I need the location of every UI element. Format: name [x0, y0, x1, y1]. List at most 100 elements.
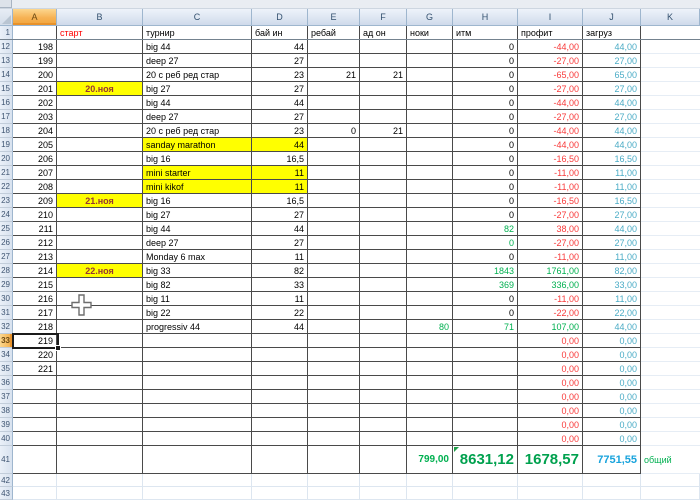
cell-d13[interactable]: 27: [252, 54, 308, 68]
cell-d33[interactable]: [252, 334, 308, 348]
row-header-40[interactable]: 40: [0, 432, 13, 446]
cell-k43[interactable]: [641, 487, 700, 500]
cell-h22[interactable]: 0: [453, 180, 518, 194]
cell-j36[interactable]: 0,00: [583, 376, 641, 390]
cell-d19[interactable]: 44: [252, 138, 308, 152]
cell-c30[interactable]: big 11: [143, 292, 252, 306]
cell-g15[interactable]: [407, 82, 453, 96]
cell-e29[interactable]: [308, 278, 360, 292]
cell-k34[interactable]: [641, 348, 700, 362]
cell-b37[interactable]: [57, 390, 143, 404]
cell-j19[interactable]: 44,00: [583, 138, 641, 152]
cell-j1[interactable]: загруз: [583, 26, 641, 40]
cell-e42[interactable]: [308, 474, 360, 487]
cell-b16[interactable]: [57, 96, 143, 110]
row-header-29[interactable]: 29: [0, 278, 13, 292]
cell-h38[interactable]: [453, 404, 518, 418]
cell-f1[interactable]: ад он: [360, 26, 407, 40]
cell-a17[interactable]: 203: [13, 110, 57, 124]
cell-f13[interactable]: [360, 54, 407, 68]
cell-f40[interactable]: [360, 432, 407, 446]
cell-b23[interactable]: 21.ноя: [57, 194, 143, 208]
cell-k13[interactable]: [641, 54, 700, 68]
cell-f25[interactable]: [360, 222, 407, 236]
cell-i30[interactable]: -11,00: [518, 292, 583, 306]
cell-k19[interactable]: [641, 138, 700, 152]
cell-h25[interactable]: 82: [453, 222, 518, 236]
cell-k36[interactable]: [641, 376, 700, 390]
cell-h40[interactable]: [453, 432, 518, 446]
cell-g38[interactable]: [407, 404, 453, 418]
cell-b29[interactable]: [57, 278, 143, 292]
cell-b18[interactable]: [57, 124, 143, 138]
column-header-e[interactable]: E: [308, 9, 360, 26]
cell-j28[interactable]: 82,00: [583, 264, 641, 278]
cell-c24[interactable]: big 27: [143, 208, 252, 222]
cell-f35[interactable]: [360, 362, 407, 376]
cell-h12[interactable]: 0: [453, 40, 518, 54]
column-header-a[interactable]: A: [13, 9, 57, 26]
row-header-32[interactable]: 32: [0, 320, 13, 334]
cell-i26[interactable]: -27,00: [518, 236, 583, 250]
cell-f34[interactable]: [360, 348, 407, 362]
cell-b33[interactable]: [57, 334, 143, 348]
cell-e31[interactable]: [308, 306, 360, 320]
cell-k12[interactable]: [641, 40, 700, 54]
cell-e20[interactable]: [308, 152, 360, 166]
row-header-43[interactable]: 43: [0, 487, 13, 500]
cell-k35[interactable]: [641, 362, 700, 376]
cell-a43[interactable]: [13, 487, 57, 500]
cell-i14[interactable]: -65,00: [518, 68, 583, 82]
cell-k37[interactable]: [641, 390, 700, 404]
cell-k28[interactable]: [641, 264, 700, 278]
cell-e33[interactable]: [308, 334, 360, 348]
cell-f42[interactable]: [360, 474, 407, 487]
cell-e1[interactable]: ребай: [308, 26, 360, 40]
cell-f31[interactable]: [360, 306, 407, 320]
column-header-d[interactable]: D: [252, 9, 308, 26]
cell-i16[interactable]: -44,00: [518, 96, 583, 110]
cell-f30[interactable]: [360, 292, 407, 306]
cell-f32[interactable]: [360, 320, 407, 334]
row-header-18[interactable]: 18: [0, 124, 13, 138]
cell-j17[interactable]: 27,00: [583, 110, 641, 124]
cell-c43[interactable]: [143, 487, 252, 500]
row-header-27[interactable]: 27: [0, 250, 13, 264]
cell-h13[interactable]: 0: [453, 54, 518, 68]
cell-c42[interactable]: [143, 474, 252, 487]
cell-g28[interactable]: [407, 264, 453, 278]
row-header-15[interactable]: 15: [0, 82, 13, 96]
cell-i25[interactable]: 38,00: [518, 222, 583, 236]
cell-b20[interactable]: [57, 152, 143, 166]
cell-g14[interactable]: [407, 68, 453, 82]
cell-e38[interactable]: [308, 404, 360, 418]
cell-a16[interactable]: 202: [13, 96, 57, 110]
cell-e14[interactable]: 21: [308, 68, 360, 82]
cell-a24[interactable]: 210: [13, 208, 57, 222]
cell-c28[interactable]: big 33: [143, 264, 252, 278]
cell-h43[interactable]: [453, 487, 518, 500]
cell-d15[interactable]: 27: [252, 82, 308, 96]
cell-e23[interactable]: [308, 194, 360, 208]
cell-c15[interactable]: big 27: [143, 82, 252, 96]
cell-g16[interactable]: [407, 96, 453, 110]
cell-c21[interactable]: mini starter: [143, 166, 252, 180]
cell-j20[interactable]: 16,50: [583, 152, 641, 166]
cell-j43[interactable]: [583, 487, 641, 500]
cell-h36[interactable]: [453, 376, 518, 390]
cell-k40[interactable]: [641, 432, 700, 446]
cell-d29[interactable]: 33: [252, 278, 308, 292]
row-header-41[interactable]: 41: [0, 446, 13, 474]
cell-c16[interactable]: big 44: [143, 96, 252, 110]
cell-h21[interactable]: 0: [453, 166, 518, 180]
cell-g42[interactable]: [407, 474, 453, 487]
cell-h17[interactable]: 0: [453, 110, 518, 124]
cell-h37[interactable]: [453, 390, 518, 404]
cell-i18[interactable]: -44,00: [518, 124, 583, 138]
cell-c36[interactable]: [143, 376, 252, 390]
row-header-19[interactable]: 19: [0, 138, 13, 152]
cell-e19[interactable]: [308, 138, 360, 152]
cell-k24[interactable]: [641, 208, 700, 222]
cell-f17[interactable]: [360, 110, 407, 124]
cell-a31[interactable]: 217: [13, 306, 57, 320]
